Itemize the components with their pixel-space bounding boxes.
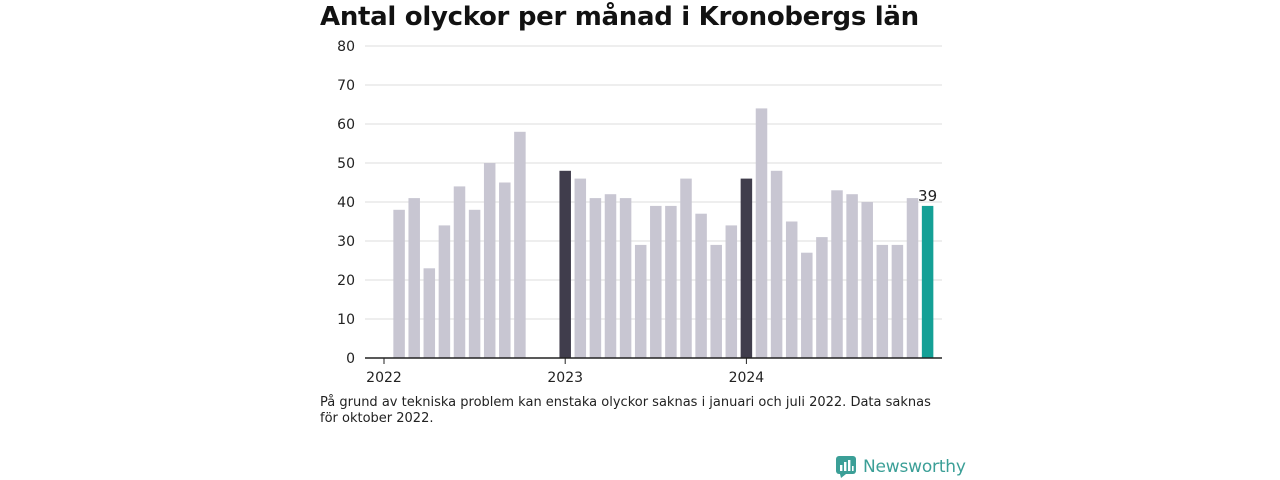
bar-2023-06 xyxy=(634,244,647,358)
bar-2024-02 xyxy=(755,108,768,359)
bar-2023-08 xyxy=(665,205,677,358)
bar-2024-10 xyxy=(876,244,889,358)
bar-2024-09 xyxy=(861,202,873,358)
bar-2023-03 xyxy=(589,198,602,358)
bar-2024-12 xyxy=(906,198,919,358)
bars xyxy=(393,108,934,359)
brand-logo[interactable]: Newsworthy xyxy=(835,455,966,479)
y-tick-label: 40 xyxy=(337,195,355,211)
bar-2022-03 xyxy=(408,198,420,358)
data-label-latest: 39 xyxy=(918,187,937,205)
brand-name: Newsworthy xyxy=(863,457,966,477)
footnote: På grund av tekniska problem kan enstaka… xyxy=(320,395,931,426)
bar-2022-06 xyxy=(453,186,466,358)
bar-2024-06 xyxy=(816,237,828,358)
y-tick-label: 70 xyxy=(337,78,355,94)
bar-2022-05 xyxy=(438,225,451,358)
bar-2022-02 xyxy=(393,209,405,358)
bar-2023-04 xyxy=(604,194,617,358)
bar-latest xyxy=(921,205,934,358)
y-tick-label: 20 xyxy=(337,273,355,289)
newsworthy-logo-icon xyxy=(836,456,856,478)
bar-2022-08 xyxy=(483,163,496,358)
bar-2023-01 xyxy=(559,170,571,358)
data-labels: 39 xyxy=(918,187,937,205)
bar-2023-10 xyxy=(695,213,707,358)
bar-2024-07 xyxy=(831,190,843,358)
bar-2023-12 xyxy=(725,225,738,358)
chart-title: Antal olyckor per månad i Kronobergs län xyxy=(320,2,919,32)
y-tick-label: 60 xyxy=(337,117,355,133)
bar-2024-01 xyxy=(740,178,753,358)
bar-2023-07 xyxy=(650,205,662,358)
bar-2024-11 xyxy=(891,244,904,358)
bar-2024-05 xyxy=(801,252,813,358)
y-tick-label: 0 xyxy=(346,351,355,367)
y-tick-label: 10 xyxy=(337,312,355,328)
bar-2023-11 xyxy=(710,244,722,358)
y-tick-label: 80 xyxy=(337,39,355,55)
bar-2022-04 xyxy=(423,268,436,358)
y-tick-label: 50 xyxy=(337,156,355,172)
x-tick-label: 2024 xyxy=(729,370,765,386)
bar-2022-09 xyxy=(499,182,511,358)
bar-2022-10 xyxy=(514,131,526,358)
y-axis-ticks: 0 10 20 30 40 50 60 70 80 xyxy=(337,39,355,367)
bar-2022-07 xyxy=(468,209,481,358)
bar-2023-05 xyxy=(619,198,632,358)
bar-2024-08 xyxy=(846,194,858,358)
x-tick-label: 2023 xyxy=(547,370,583,386)
x-axis-ticks: 2022 2023 2024 xyxy=(366,358,764,386)
x-tick-label: 2022 xyxy=(366,370,402,386)
bar-2024-04 xyxy=(785,221,798,358)
bar-2023-02 xyxy=(574,178,587,358)
y-tick-label: 30 xyxy=(337,234,355,250)
bar-2024-03 xyxy=(770,170,783,358)
bar-2023-09 xyxy=(680,178,692,358)
